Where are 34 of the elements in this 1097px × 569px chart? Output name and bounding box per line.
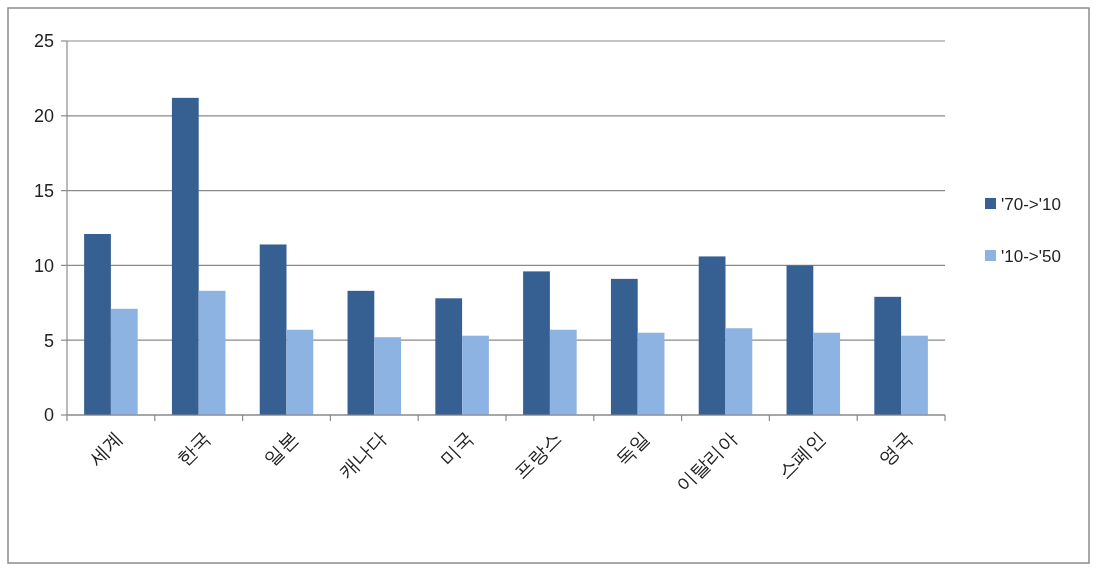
x-tick-label: 일본 [260,427,303,470]
x-tick-label: 세계 [84,427,127,470]
x-tick-label: 독일 [611,427,654,470]
y-tick-label: 25 [33,31,54,52]
bar [874,296,902,415]
bar [462,335,489,415]
y-tick-label: 10 [33,255,54,276]
bar [725,328,753,415]
legend-label: '70->'10 [1001,194,1061,214]
y-tick-label: 20 [33,106,54,127]
bar [786,265,814,415]
bar [286,329,314,415]
bar [813,332,841,415]
bar [110,308,138,415]
bar [171,97,199,415]
bar [901,335,928,415]
x-tick-label: 영국 [874,427,917,470]
bar [347,290,375,415]
bar [374,337,402,415]
bar [198,290,226,415]
bar [698,256,726,415]
bar [259,244,287,415]
y-tick-label: 0 [43,405,54,426]
x-tick-label: 미국 [435,427,478,470]
bar [523,271,550,415]
x-tick-label: 한국 [172,427,215,470]
bar [84,233,111,415]
y-tick-label: 5 [43,330,54,351]
y-tick-label: 15 [33,180,54,201]
bar [637,332,665,415]
bar [435,298,463,415]
legend-label: '10->'50 [1001,246,1061,266]
bar [549,329,577,415]
bar [610,278,638,415]
